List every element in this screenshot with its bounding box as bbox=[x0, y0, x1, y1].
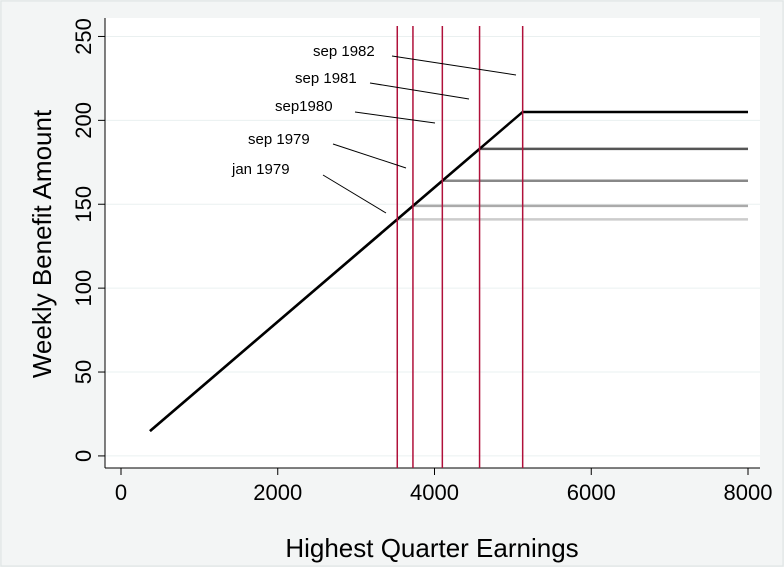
annotation: jan 1979 bbox=[231, 161, 290, 178]
y-tick-label: 0 bbox=[71, 450, 96, 462]
x-tick-label: 4000 bbox=[410, 480, 459, 505]
plot-area bbox=[105, 18, 760, 468]
annotation-leader bbox=[391, 55, 517, 76]
annotation: sep1980 bbox=[275, 98, 333, 115]
annotation: sep 1981 bbox=[295, 70, 357, 87]
y-tick-label: 200 bbox=[71, 102, 96, 139]
y-tick-label: 250 bbox=[71, 18, 96, 55]
x-tick-label: 0 bbox=[115, 480, 127, 505]
annotation-leader bbox=[354, 111, 436, 124]
y-tick-label: 50 bbox=[71, 360, 96, 384]
x-tick-label: 6000 bbox=[567, 480, 616, 505]
x-axis-title: Highest Quarter Earnings bbox=[285, 533, 578, 563]
y-tick-label: 100 bbox=[71, 270, 96, 307]
x-tick-label: 8000 bbox=[724, 480, 773, 505]
annotation: sep 1979 bbox=[248, 131, 310, 148]
annotation: sep 1982 bbox=[313, 43, 375, 60]
x-tick-label: 2000 bbox=[253, 480, 302, 505]
annotation-leader bbox=[322, 174, 387, 214]
y-axis-title: Weekly Benefit Amount bbox=[27, 109, 57, 378]
y-tick-label: 150 bbox=[71, 186, 96, 223]
annotation-leader bbox=[332, 143, 407, 169]
annotation-leader bbox=[369, 82, 470, 100]
